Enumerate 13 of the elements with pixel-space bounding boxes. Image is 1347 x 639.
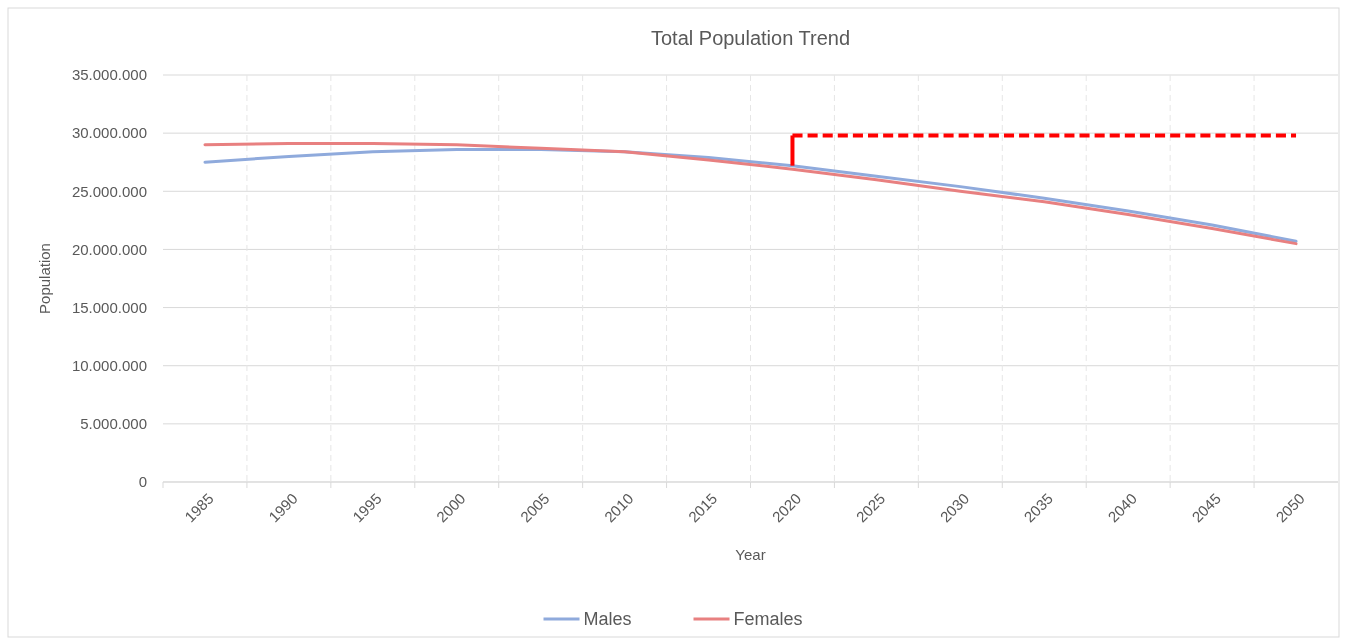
y-tick-label: 10.000.000 xyxy=(71,356,147,374)
x-axis-title: Year xyxy=(735,546,766,563)
y-axis-title: Population xyxy=(36,243,53,314)
legend-label: Females xyxy=(733,609,803,630)
y-tick-label: 15.000.000 xyxy=(71,298,147,316)
chart-title: Total Population Trend xyxy=(650,27,851,49)
y-tick-label: 25.000.000 xyxy=(71,182,147,200)
y-tick-label: 0 xyxy=(138,473,147,491)
y-tick-label: 20.000.000 xyxy=(71,240,147,258)
y-tick-label: 5.000.000 xyxy=(80,415,147,433)
y-tick-label: 35.000.000 xyxy=(71,66,147,84)
legend-label: Males xyxy=(583,609,632,630)
y-tick-label: 30.000.000 xyxy=(71,124,147,142)
